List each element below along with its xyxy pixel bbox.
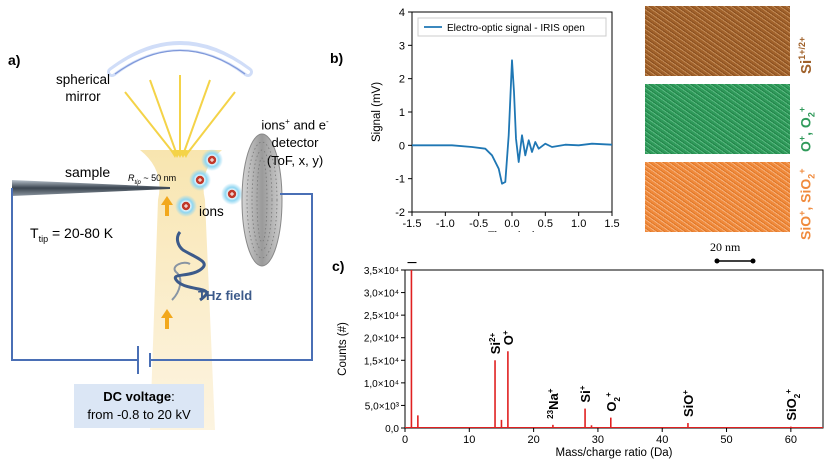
ttip-label: Ttip = 20-80 K [30, 225, 114, 244]
thz-field-waveform [174, 231, 209, 302]
x-axis-label: Time (ps) [488, 231, 536, 232]
atom-maps: Si1+/2+ O+, O2+ SiO+, SiO2+ 20 nm [645, 6, 830, 268]
legend: Electro-optic signal - IRIS open [417, 17, 607, 37]
map-label-si: Si1+/2+ [797, 36, 815, 74]
detector [241, 133, 283, 267]
map-label-o: O+, O2+ [797, 106, 817, 152]
sample-tip [12, 180, 170, 196]
circuit-wire [11, 188, 313, 374]
x-tick-label: 0.5 [538, 218, 553, 230]
dc-voltage-label: DC voltage: from -0.8 to 20 kV [74, 388, 204, 424]
scale-bar [714, 258, 756, 264]
x-axis-label: Mass/charge ratio (Da) [556, 447, 673, 459]
peak-label: O+ [501, 330, 516, 345]
rtip-sub: tip [134, 179, 141, 186]
x-tick-label: 1.0 [571, 218, 586, 230]
peak-label: 23Na+ [546, 388, 561, 419]
scale-bar-label: 20 nm [710, 240, 741, 254]
peak-label: SiO+ [681, 390, 696, 417]
y-tick-label: 1 [399, 107, 405, 119]
panel-a-diagram [11, 41, 313, 430]
x-tick-label: -1.0 [436, 218, 455, 230]
legend-entry: Electro-optic signal - IRIS open [447, 23, 585, 34]
x-tick-label: 0 [402, 434, 408, 446]
atom-map-si [645, 6, 790, 76]
panel-c-letter: c) [332, 258, 345, 274]
y-tick-label: 4 [399, 7, 405, 19]
y-tick-label: 2,0×10⁴ [364, 334, 399, 345]
y-tick-label: 0 [399, 140, 405, 152]
mirror-label: spherical mirror [56, 71, 110, 105]
mirror-label-line2: mirror [65, 89, 101, 104]
x-tick-label: 20 [527, 434, 539, 446]
y-tick-label: 2 [399, 74, 405, 86]
x-tick-label: -0.5 [469, 218, 488, 230]
x-tick-label: 40 [656, 434, 668, 446]
legend-box [417, 17, 607, 37]
peak-label: Si+ [578, 385, 593, 402]
plot-frame [411, 11, 613, 213]
y-tick-label: -1 [395, 174, 405, 186]
panel-b-letter: b) [330, 50, 344, 66]
y-tick-label: 0,0 [385, 424, 399, 435]
panel-a-letter: a) [8, 52, 21, 68]
y-tick-label: 2,5×10⁴ [364, 311, 399, 322]
series-line [412, 59, 613, 185]
peak-label: Si2+ [488, 333, 503, 355]
y-axis-label: Counts (#) [337, 322, 349, 376]
x-tick-label: 50 [720, 434, 732, 446]
x-tick-label: -1.5 [403, 218, 422, 230]
y-tick-label: -2 [395, 207, 405, 219]
y-tick-label: 1,0×10⁴ [364, 379, 399, 390]
detector-label-line1: ions+ and e- [261, 117, 329, 133]
x-tick-label: 0.0 [504, 218, 519, 230]
x-tick-label: 10 [463, 434, 475, 446]
dc-voltage-box [74, 384, 204, 428]
x-tick-label: 30 [592, 434, 604, 446]
x-tick-label: 1.5 [604, 218, 619, 230]
rtip-value: ~ 50 nm [143, 173, 177, 183]
y-tick-label: 3,0×10⁴ [364, 289, 399, 300]
map-label-sio: SiO+, SiO2+ [797, 168, 817, 240]
mass-spectrum-chart: 0 10 20 30 40 50 60 0,0 5,0×10³ 1,0×10⁴ 1,5×10⁴ 2,0… [337, 262, 824, 459]
x-tick-label: 60 [785, 434, 797, 446]
detector-label-line2: detector [271, 135, 319, 151]
focused-rays [124, 75, 236, 156]
sample-label: sample [65, 164, 111, 180]
mirror-label-line1: spherical [56, 72, 111, 87]
atom-map-sio [645, 162, 790, 232]
y-tick-label: 5,0×10³ [365, 401, 400, 412]
y-axis-label: Signal (mV) [371, 82, 383, 142]
atom-map-o [645, 84, 790, 154]
dc-voltage-range: from -0.8 to 20 kV [87, 407, 191, 422]
peak-label: O2+ [604, 392, 622, 412]
electro-optic-chart: -1.5 -1.0 -0.5 0.0 0.5 1.0 1.5 -2 -1 0 1 2 3 4 Time (p… [371, 7, 620, 232]
dc-voltage-title: DC voltage [103, 389, 172, 404]
rtip-r: R [128, 173, 135, 183]
ions-label: ions [199, 204, 224, 219]
y-tick-label: 3,5×10⁴ [364, 266, 399, 277]
peak-label: SiO2+ [784, 389, 802, 421]
y-tick-label: 1,5×10⁴ [364, 356, 399, 367]
ions-cluster [175, 149, 243, 217]
y-tick-label: 3 [399, 40, 405, 52]
thz-label: THz field [198, 288, 253, 303]
detector-label-line3: (ToF, x, y) [266, 153, 324, 169]
detector-label: ions+ and e- detector (ToF, x, y) [255, 113, 335, 170]
rtip-label: Rtip ~ 50 nm [128, 173, 176, 186]
peak-label: H+ [404, 262, 419, 264]
field-arrows [161, 196, 173, 329]
